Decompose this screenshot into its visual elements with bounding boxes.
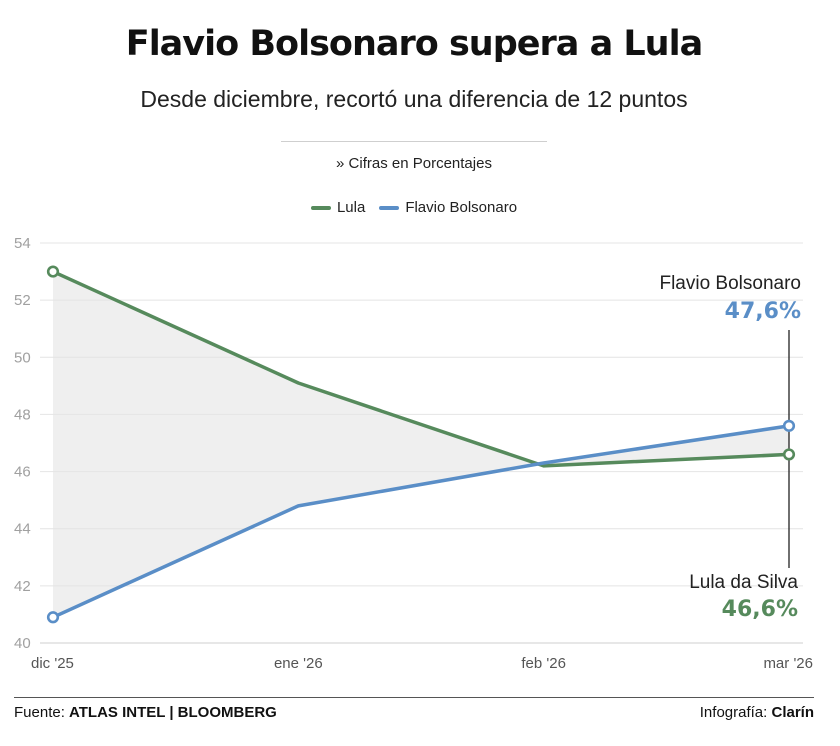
footer-credit: Infografía: Clarín	[700, 704, 814, 721]
x-tick-label: ene '26	[274, 655, 323, 672]
series-line-lula	[51, 269, 791, 468]
marker-flavio	[46, 611, 60, 624]
x-tick-label: mar '26	[763, 655, 813, 672]
credit-label: Infografía:	[699, 704, 768, 721]
legend: Lula Flavio Bolsonaro	[0, 199, 828, 216]
source-name: ATLAS INTEL | BLOOMBERG	[69, 704, 277, 721]
annotation-flavio-name: Flavio Bolsonaro	[659, 273, 801, 294]
series-line-flavio	[51, 424, 791, 620]
annotation-lula-name: Lula da Silva	[689, 572, 798, 593]
y-tick-label: 52	[14, 292, 31, 309]
y-tick-label: 40	[14, 635, 31, 652]
annotation-lula-value: 46,6%	[722, 597, 798, 622]
legend-item-lula: Lula	[310, 199, 366, 216]
header-divider	[281, 141, 547, 142]
y-tick-label: 50	[14, 349, 31, 366]
marker-flavio	[782, 419, 796, 432]
x-tick-label: dic '25	[31, 655, 74, 672]
footer-divider	[14, 697, 814, 698]
chart-subtitle: Desde diciembre, recortó una diferencia …	[140, 86, 688, 112]
y-tick-label: 46	[14, 464, 31, 481]
gap-area	[53, 271, 789, 618]
legend-label-flavio: Flavio Bolsonaro	[405, 199, 518, 216]
chart-title: Flavio Bolsonaro supera a Lula	[125, 24, 703, 64]
marker-lula	[46, 265, 60, 278]
y-tick-label: 48	[14, 406, 31, 423]
y-tick-label: 54	[14, 235, 31, 252]
annotation-flavio-value: 47,6%	[725, 299, 801, 324]
legend-swatch-lula	[310, 205, 331, 210]
credit-name: Clarín	[771, 704, 814, 721]
legend-swatch-flavio	[379, 205, 400, 210]
unit-note: » Cifras en Porcentajes	[336, 155, 492, 172]
source-label: Fuente:	[14, 704, 65, 721]
y-tick-label: 44	[14, 521, 31, 538]
marker-lula	[782, 448, 796, 461]
legend-label-lula: Lula	[336, 199, 366, 216]
legend-item-flavio: Flavio Bolsonaro	[379, 199, 517, 216]
footer-source: Fuente: ATLAS INTEL | BLOOMBERG	[14, 704, 277, 721]
y-tick-label: 42	[14, 578, 31, 595]
x-tick-label: feb '26	[521, 655, 566, 672]
